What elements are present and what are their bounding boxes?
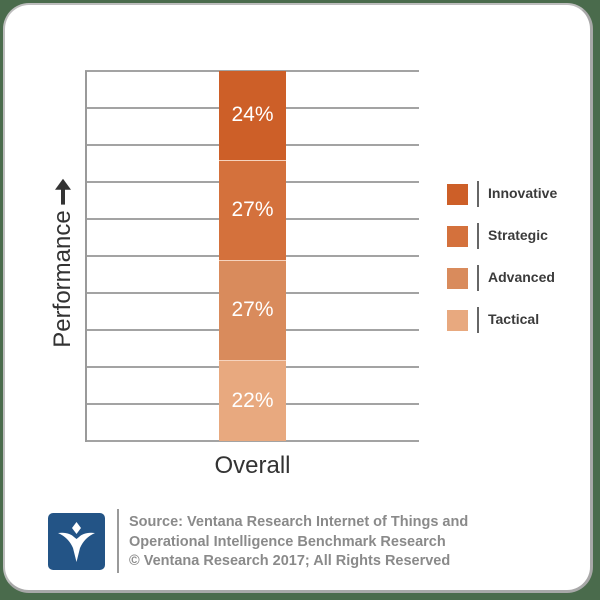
plot-area: 24% 27% 27% 22% [85,70,419,442]
y-axis-label-text: Performance [49,209,76,348]
legend-swatch-advanced [447,268,468,289]
legend-item-strategic: Strategic [447,223,577,249]
legend-item-tactical: Tactical [447,307,577,333]
stacked-bar-overall: 24% 27% 27% 22% [219,71,286,441]
footer-line-3: © Ventana Research 2017; All Rights Rese… [129,553,451,569]
legend-item-advanced: Advanced [447,265,577,291]
legend-divider [477,223,479,249]
legend-divider [477,307,479,333]
bar-segment-tactical: 22% [219,359,286,441]
gridline [85,440,419,442]
footer-source-text: Source: Ventana Research Internet of Thi… [129,513,468,572]
arrow-right-icon [55,177,71,204]
footer-divider [117,509,119,573]
legend-label-tactical: Tactical [488,311,540,327]
bar-label-innovative: 24% [231,103,274,127]
footer-line-1: Source: Ventana Research Internet of Thi… [129,514,469,530]
legend-divider [477,181,479,207]
legend-label-advanced: Advanced [488,269,555,285]
bar-segment-advanced: 27% [219,259,286,360]
bar-label-strategic: 27% [231,198,274,222]
y-axis-label: Performance [49,177,77,348]
ventana-v-logo-icon [48,513,105,570]
y-axis-label-area: Performance [43,165,83,360]
legend-swatch-strategic [447,226,468,247]
y-axis-line [85,71,87,442]
legend-divider [477,265,479,291]
footer-line-2: Operational Intelligence Benchmark Resea… [129,533,446,550]
bar-segment-strategic: 27% [219,159,286,260]
legend-item-innovative: Innovative [447,181,577,207]
legend-label-innovative: Innovative [488,185,558,201]
legend-label-strategic: Strategic [488,227,548,243]
chart-card: Performance [3,3,593,593]
legend-swatch-tactical [447,310,468,331]
x-axis-category-label: Overall [214,452,291,479]
bar-label-advanced: 27% [231,298,274,322]
bar-segment-innovative: 24% [219,71,286,160]
bar-label-tactical: 22% [231,388,274,412]
legend-swatch-innovative [447,184,468,205]
